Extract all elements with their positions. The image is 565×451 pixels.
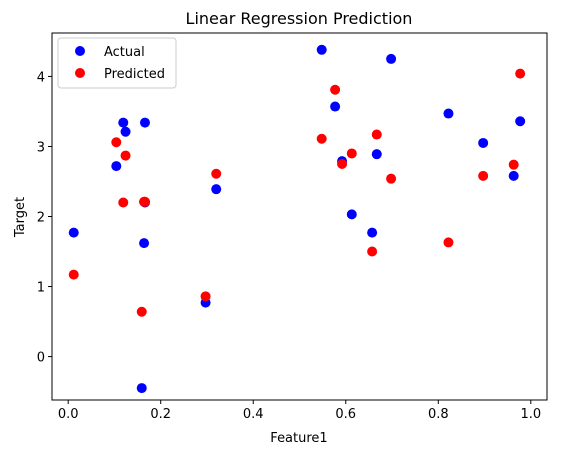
- legend-marker-predicted: [75, 68, 85, 78]
- plot-area: [51, 32, 548, 401]
- x-tick-label: 0.8: [428, 407, 449, 422]
- point-predicted: [371, 129, 382, 140]
- point-actual: [139, 117, 150, 128]
- point-actual: [515, 116, 526, 127]
- point-predicted: [443, 237, 454, 248]
- point-actual: [68, 227, 79, 238]
- point-predicted: [386, 173, 397, 184]
- y-tick-label: 2: [37, 211, 45, 226]
- legend: Actual Predicted: [57, 37, 177, 89]
- legend-label-predicted: Predicted: [104, 67, 165, 82]
- point-predicted: [120, 150, 131, 161]
- point-actual: [316, 44, 327, 55]
- point-predicted: [367, 246, 378, 257]
- data-points: [68, 44, 526, 394]
- point-actual: [371, 149, 382, 160]
- x-tick-label: 0.4: [243, 407, 264, 422]
- x-axis: 0.0 0.2 0.4 0.6 0.8 1.0: [58, 400, 541, 422]
- point-actual: [139, 238, 150, 249]
- point-actual: [346, 209, 357, 220]
- point-actual: [111, 161, 122, 172]
- point-actual: [136, 383, 147, 394]
- point-predicted: [118, 197, 129, 208]
- point-predicted: [508, 159, 519, 170]
- chart-title: Linear Regression Prediction: [186, 9, 413, 28]
- x-axis-label: Feature1: [270, 431, 327, 446]
- point-actual: [120, 126, 131, 137]
- x-tick-label: 0.6: [335, 407, 356, 422]
- point-actual: [211, 184, 222, 195]
- point-actual: [330, 101, 341, 112]
- point-actual: [508, 170, 519, 181]
- axes-frame: [51, 32, 548, 401]
- point-predicted: [346, 148, 357, 159]
- legend-label-actual: Actual: [104, 45, 145, 60]
- point-actual: [386, 53, 397, 64]
- point-predicted: [111, 137, 122, 148]
- y-axis: 0 1 2 3 4: [37, 70, 52, 366]
- x-tick-label: 0.2: [150, 407, 171, 422]
- y-tick-label: 4: [37, 70, 45, 85]
- point-predicted: [136, 306, 147, 317]
- y-tick-label: 1: [37, 281, 45, 296]
- y-axis-label: Target: [13, 197, 28, 238]
- point-actual: [118, 117, 129, 128]
- point-actual: [478, 137, 489, 148]
- point-predicted: [68, 269, 79, 280]
- point-actual: [367, 227, 378, 238]
- point-predicted: [211, 168, 222, 179]
- point-predicted: [330, 84, 341, 95]
- x-tick-label: 1.0: [520, 407, 541, 422]
- point-predicted: [337, 158, 348, 169]
- legend-box: [57, 37, 177, 89]
- legend-marker-actual: [75, 46, 85, 56]
- x-tick-label: 0.0: [58, 407, 79, 422]
- y-tick-label: 0: [37, 351, 45, 366]
- y-tick-label: 3: [37, 140, 45, 155]
- point-predicted: [515, 68, 526, 79]
- point-actual: [443, 108, 454, 119]
- point-predicted: [200, 291, 211, 302]
- point-predicted: [316, 133, 327, 144]
- point-predicted: [139, 196, 150, 207]
- point-predicted: [478, 170, 489, 181]
